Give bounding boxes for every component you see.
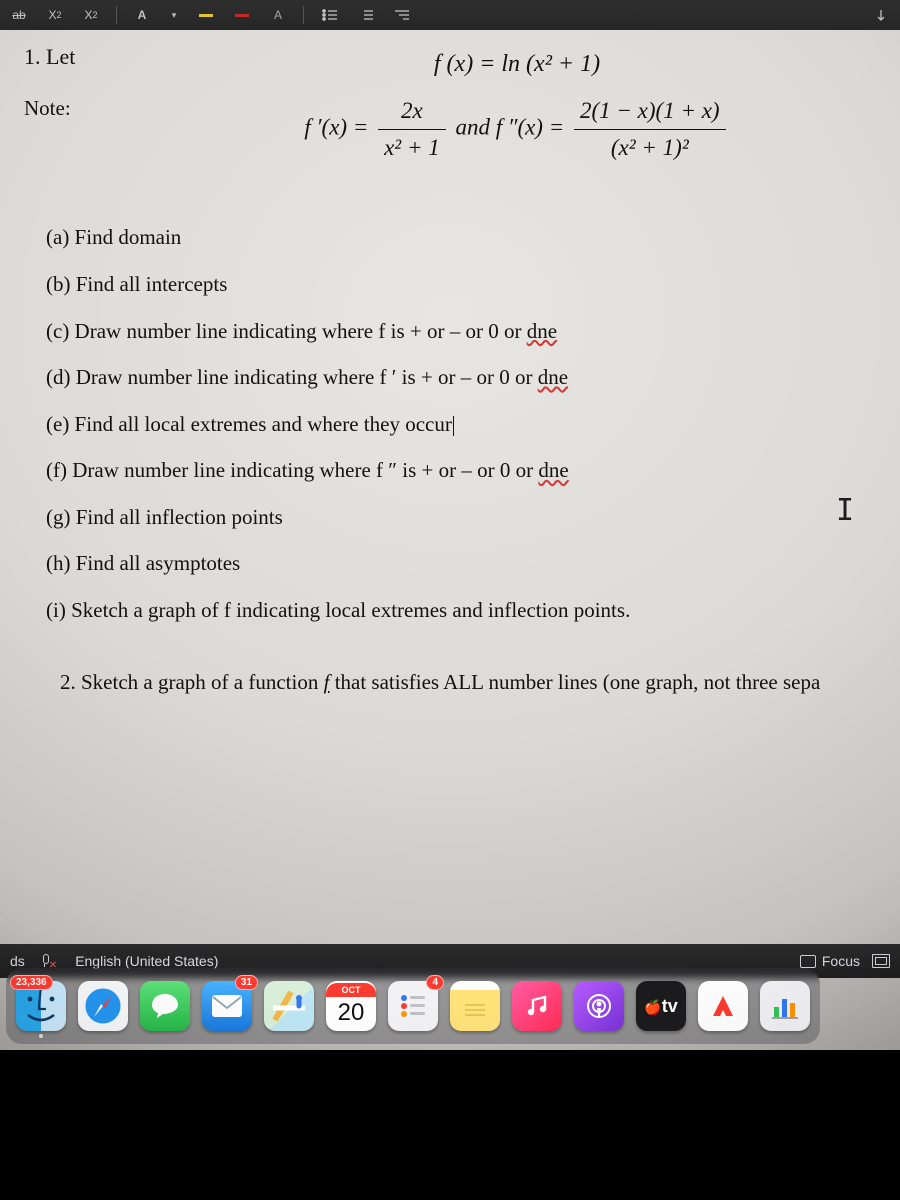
dock-area: 23,336 31 [0,974,900,1050]
highlight-sample [199,14,213,17]
strikethrough-button[interactable]: ab [6,4,32,26]
part-c: (c) Draw number line indicating where f … [46,315,900,348]
font-color-dropdown[interactable]: ▾ [165,4,183,26]
strikethrough-label: ab [12,8,25,22]
multilevel-list-button[interactable] [388,4,414,26]
subscript-button[interactable]: X2 [42,4,68,26]
podcasts-icon[interactable] [574,981,624,1031]
messages-icon[interactable] [140,981,190,1031]
font-color-sample [235,14,249,17]
music-icon[interactable] [512,981,562,1031]
mail-badge: 31 [235,975,258,990]
part-g: (g) Find all inflection points [46,501,900,534]
maps-icon[interactable] [264,981,314,1031]
sort-button[interactable] [868,4,894,26]
focus-label: Focus [822,953,860,969]
tv-label: tv [662,996,678,1016]
function-formula: f (x) = ln (x² + 1) [134,46,900,83]
appletv-icon[interactable]: 🍎tv [636,981,686,1031]
part-d: (d) Draw number line indicating where f … [46,361,900,394]
text-cursor [453,416,454,436]
status-words-fragment[interactable]: ds [10,953,25,969]
derivatives-formula: f ′(x) = 2x x² + 1 and f ″(x) = 2(1 − x)… [134,93,900,165]
focus-icon [800,955,816,968]
document-body: 1. Let Note: f (x) = ln (x² + 1) f ′(x) … [24,40,900,930]
question-heading: 1. Let [24,40,134,74]
highlight-button[interactable] [229,4,255,26]
part-i: (i) Sketch a graph of f indicating local… [46,594,900,627]
text-effects-button[interactable] [193,4,219,26]
part-f: (f) Draw number line indicating where f … [46,454,900,487]
news-icon[interactable] [698,981,748,1031]
superscript-button[interactable]: X2 [78,4,104,26]
part-h: (h) Find all asymptotes [46,547,900,580]
macos-dock: 23,336 31 [6,968,820,1044]
finder-icon[interactable]: 23,336 [16,981,66,1031]
notes-icon[interactable] [450,981,500,1031]
calendar-day: 20 [338,997,365,1029]
bullets-button[interactable] [316,4,342,26]
ribbon-separator [116,6,117,24]
part-a: (a) Find domain [46,221,900,254]
ribbon-separator [303,6,304,24]
note-label: Note: [24,92,134,125]
finder-badge: 23,336 [10,975,53,990]
font-color-button[interactable]: A [129,4,155,26]
reminders-icon[interactable]: 4 [388,981,438,1031]
part-b: (b) Find all intercepts [46,268,900,301]
view-mode-button[interactable] [872,954,890,968]
question-2: 2. Sketch a graph of a function f that s… [24,666,900,699]
mail-icon[interactable]: 31 [202,981,252,1031]
numbering-button[interactable] [352,4,378,26]
out-of-frame-area [0,1050,900,1200]
spellcheck-underline: dne [538,365,568,389]
language-button[interactable]: English (United States) [75,953,218,969]
spellcheck-underline: dne [527,319,557,343]
clear-format-button[interactable]: A [265,4,291,26]
numbers-icon[interactable] [760,981,810,1031]
part-e: (e) Find all local extremes and where th… [46,408,900,441]
dictation-button[interactable]: ✕ [39,954,61,968]
superscript-label: X [84,8,92,22]
safari-icon[interactable] [78,981,128,1031]
calendar-icon[interactable]: OCT 20 [326,981,376,1031]
reminders-badge: 4 [426,975,444,990]
word-ribbon-fragment: ab X2 X2 A ▾ A [0,0,900,30]
subscript-label: X [48,8,56,22]
focus-mode-button[interactable]: Focus [800,953,860,969]
running-indicator [39,1034,43,1038]
calendar-month: OCT [326,983,376,997]
subparts-list: (a) Find domain (b) Find all intercepts … [24,221,900,626]
ibeam-cursor-icon: I [836,488,854,535]
spellcheck-underline: dne [538,458,568,482]
